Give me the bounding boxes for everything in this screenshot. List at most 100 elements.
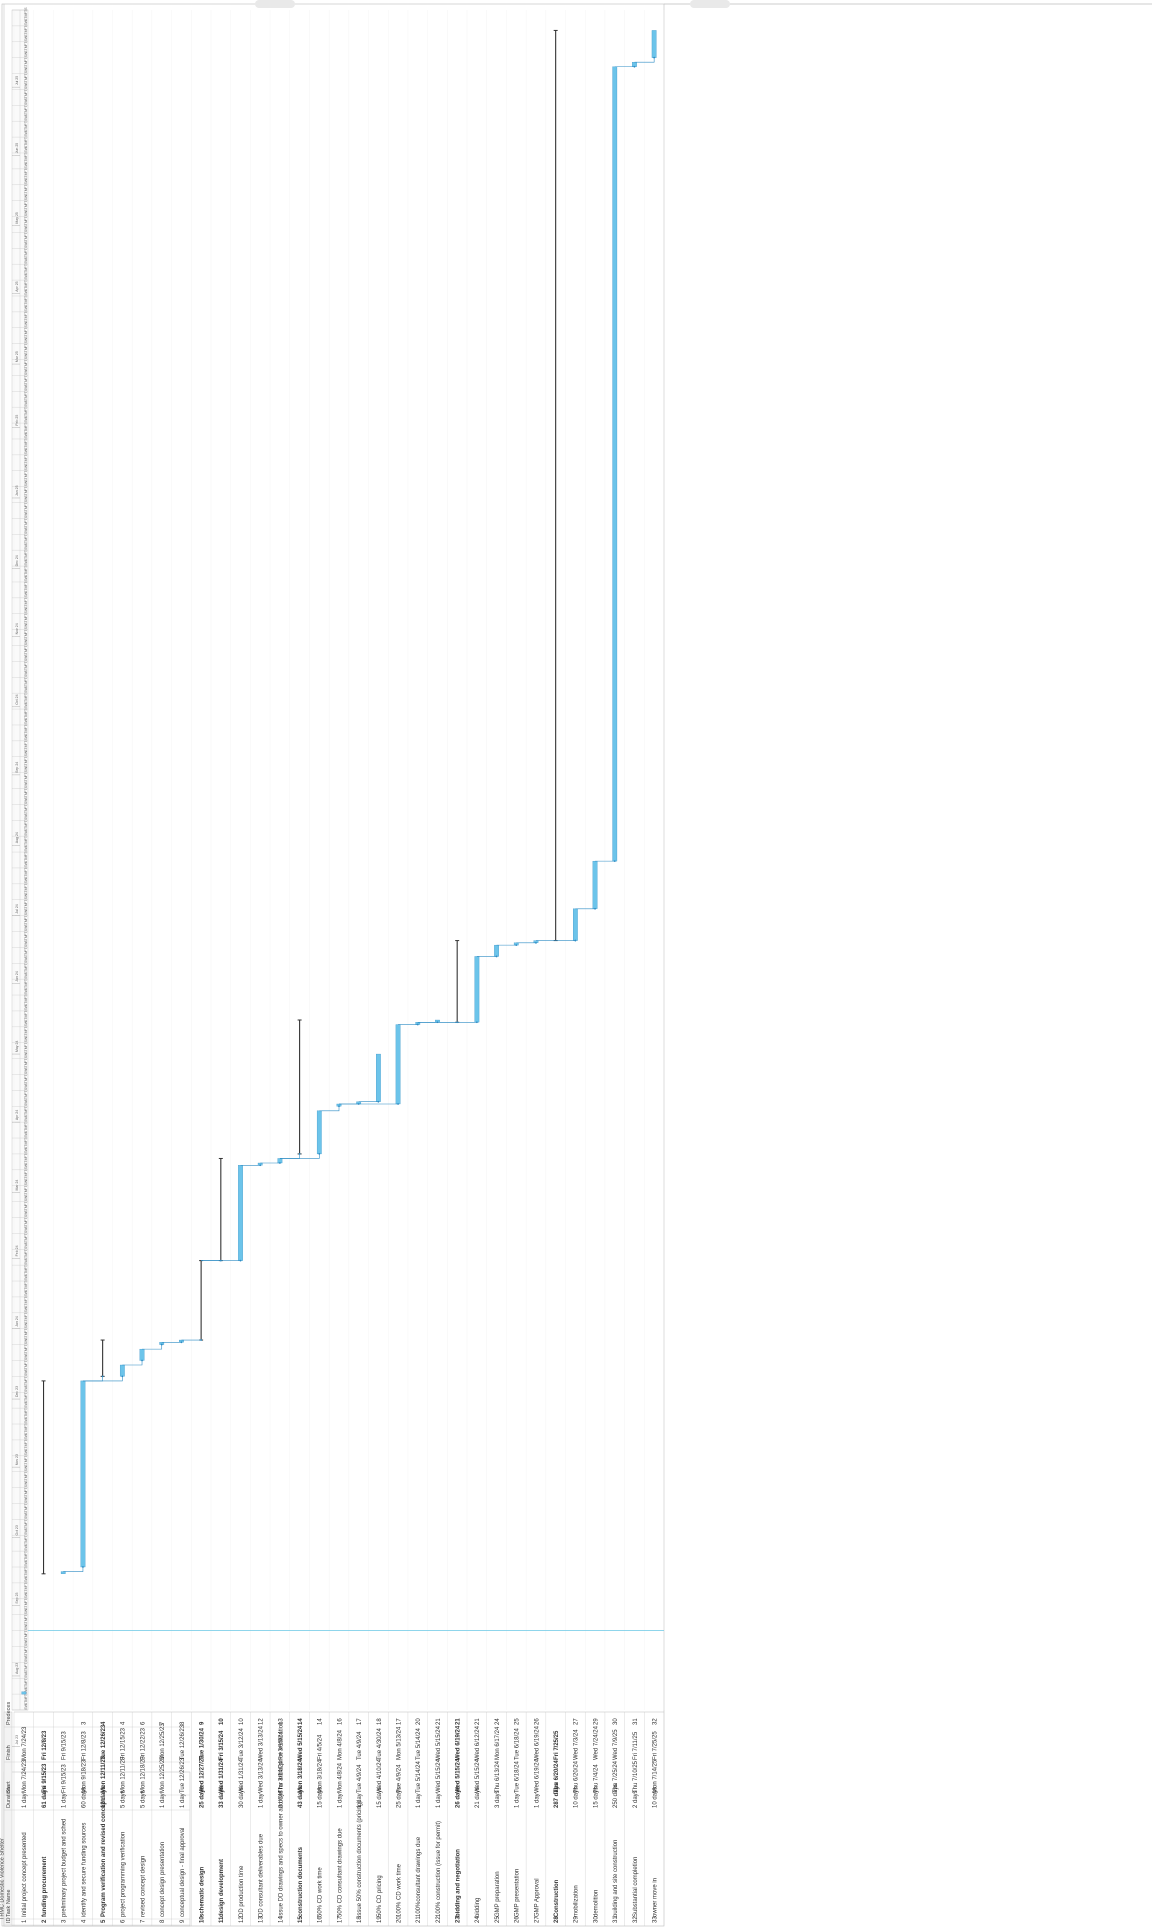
day-letter: T (24, 381, 28, 384)
day-letter: F (24, 679, 28, 681)
day-letter: T (24, 1248, 28, 1251)
day-letter: F (24, 1124, 28, 1126)
day-letter: M (24, 1396, 28, 1399)
task-name: 100% construction (issue for permit) (436, 1821, 442, 1917)
day-letter: S (24, 1611, 28, 1614)
task-finish: Fri 4/5/24 (318, 1734, 324, 1760)
day-letter: F (24, 1506, 28, 1508)
day-letter: S (24, 1241, 28, 1244)
day-letter: T (24, 1105, 28, 1108)
day-letter: F (24, 203, 28, 205)
day-letter: M (24, 1205, 28, 1208)
day-letter: W (24, 1513, 28, 1517)
day-letter: W (24, 1290, 28, 1294)
day-letter: W (24, 1322, 28, 1326)
task-start: Mon 12/18/23 (140, 1756, 146, 1793)
task-predecessor: 18 (377, 1718, 383, 1725)
day-letter: M (24, 1332, 28, 1335)
day-letter: S (24, 1039, 28, 1042)
dependency-link (634, 57, 655, 63)
task-finish: Fri 9/15/23 (62, 1731, 68, 1760)
task-name: GMP preparation (495, 1871, 501, 1917)
day-letter: F (24, 92, 28, 94)
day-letter: F (24, 759, 28, 761)
day-letter: S (24, 976, 28, 979)
day-letter: S (24, 769, 28, 772)
task-bar (395, 1024, 401, 1105)
task-name: GMP Approval (534, 1878, 540, 1917)
day-letter: W (24, 1497, 28, 1501)
day-letter: M (24, 1618, 28, 1621)
day-letter: S (24, 1500, 28, 1503)
day-letter: S (24, 177, 28, 180)
day-letter: M (24, 172, 28, 175)
day-letter: T (24, 1534, 28, 1537)
day-letter: S (24, 399, 28, 402)
day-letter: S (24, 1405, 28, 1408)
day-letter: W (24, 1402, 28, 1406)
day-letter: T (24, 247, 28, 250)
day-letter: M (24, 220, 28, 223)
day-letter: S (24, 1353, 28, 1356)
day-letter: T (24, 540, 28, 543)
day-letter: W (24, 1624, 28, 1628)
day-letter: W (24, 274, 28, 278)
day-letter: S (24, 1310, 28, 1313)
day-letter: M (24, 14, 28, 17)
day-letter: S (24, 70, 28, 73)
month-label: May 25 (15, 212, 19, 224)
day-letter: W (24, 67, 28, 71)
day-letter: M (24, 792, 28, 795)
day-letter: T (24, 1661, 28, 1664)
day-letter: M (24, 808, 28, 811)
day-letter: T (24, 1414, 28, 1417)
day-letter: S (24, 558, 28, 561)
task-finish: Wed 6/12/24 (475, 1725, 481, 1760)
day-letter: F (24, 997, 28, 999)
day-letter: S (24, 1464, 28, 1467)
day-letter: W (24, 1576, 28, 1580)
day-letter: M (24, 840, 28, 843)
task-start: Mon 3/18/24 (298, 1758, 304, 1793)
day-letter: S (24, 1686, 28, 1689)
day-letter: S (24, 511, 28, 514)
day-letter: S (24, 336, 28, 339)
day-letter: T (24, 1375, 28, 1378)
day-letter: T (24, 1398, 28, 1401)
page-frame (1, 3, 665, 1927)
task-start: Wed 12/27/23 (199, 1755, 205, 1793)
day-letter: T (24, 374, 28, 377)
task-start: Fri 9/15/23 (42, 1763, 48, 1793)
day-letter: S (24, 304, 28, 307)
task-bar (21, 1691, 27, 1695)
day-letter: T (24, 1058, 28, 1061)
day-letter: T (24, 985, 28, 988)
month-label: Mar 24 (15, 1180, 19, 1191)
day-letter: T (24, 1423, 28, 1426)
day-letter: M (24, 1046, 28, 1049)
day-letter: W (24, 512, 28, 516)
day-letter: F (24, 1569, 28, 1571)
header-tab-left (255, 0, 295, 8)
day-letter: S (24, 654, 28, 657)
day-letter: S (24, 1178, 28, 1181)
task-finish: Wed 5/15/24 (436, 1725, 442, 1760)
task-id: 2 (42, 1919, 48, 1923)
task-predecessor: 17 (357, 1718, 363, 1725)
task-duration: 25 days (396, 1787, 402, 1808)
task-id: 19 (377, 1916, 383, 1923)
day-letter: W (24, 1243, 28, 1247)
day-letter: F (24, 664, 28, 666)
day-letter: W (24, 941, 28, 945)
day-letter: M (24, 665, 28, 668)
day-letter: S (24, 356, 28, 359)
day-letter: S (24, 38, 28, 41)
task-finish: Fri 3/15/24 (219, 1730, 225, 1760)
day-letter: S (24, 324, 28, 327)
day-letter: M (24, 141, 28, 144)
day-letter: W (24, 925, 28, 929)
day-letter: T (24, 454, 28, 457)
day-letter: F (24, 362, 28, 364)
dependency-arrow (377, 1100, 380, 1103)
day-letter: T (24, 565, 28, 568)
